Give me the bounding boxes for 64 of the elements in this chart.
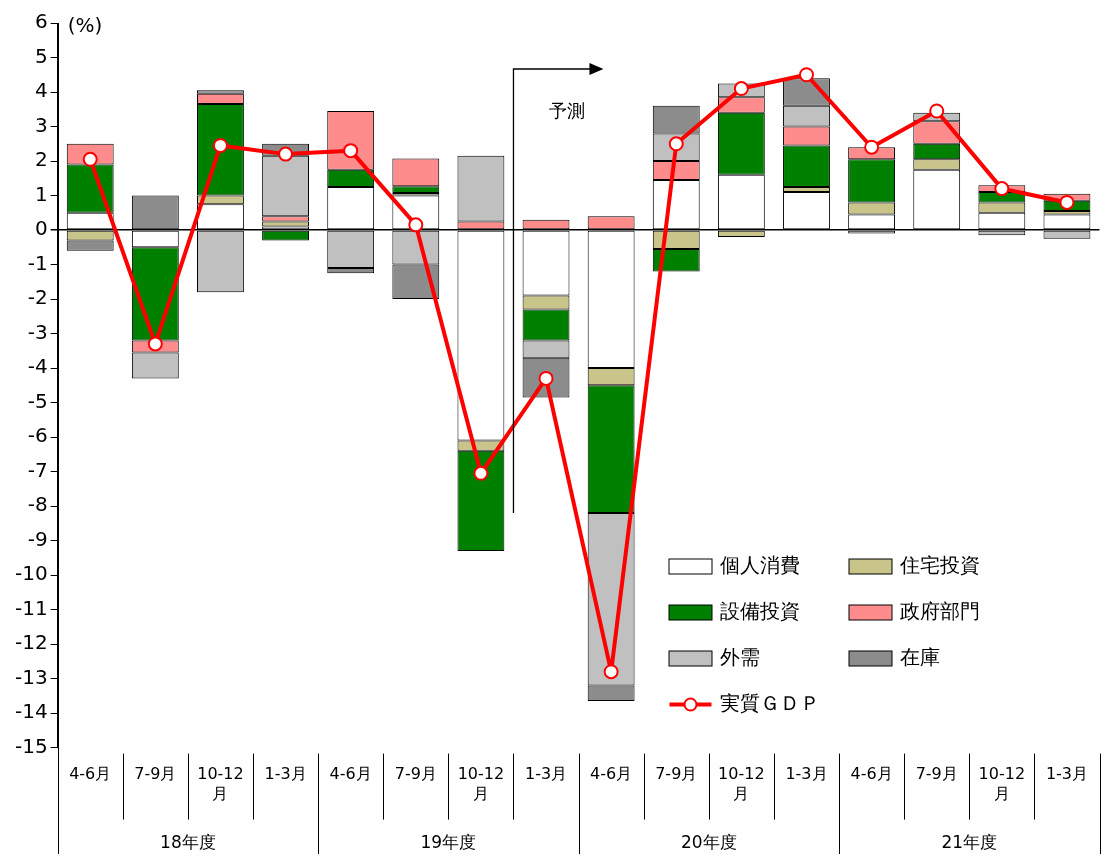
x-tick-label: 4-6月 bbox=[69, 764, 112, 784]
annotation: 予測 bbox=[549, 99, 586, 123]
y-axis-title: (%) bbox=[67, 13, 103, 38]
point bbox=[408, 217, 424, 233]
legend-label: 実質ＧＤＰ bbox=[719, 690, 820, 715]
x-tick-label: 10-12月 bbox=[197, 764, 244, 803]
y-tick-label: 1 bbox=[34, 181, 48, 206]
y-tick-label: -3 bbox=[27, 319, 48, 344]
point bbox=[212, 137, 228, 153]
x-tick-label: 7-9月 bbox=[134, 764, 177, 784]
text: 20年度 bbox=[680, 832, 737, 853]
y-tick-label: 5 bbox=[34, 43, 48, 68]
x-tick-label: 1-3月 bbox=[264, 764, 307, 784]
y-tick-label: 3 bbox=[34, 112, 48, 137]
x-tick-label: 1-3月 bbox=[785, 764, 828, 784]
y-tick-label: -2 bbox=[27, 285, 48, 310]
x-tick-label: 10-12月 bbox=[457, 764, 505, 803]
y-tick-label: 2 bbox=[34, 147, 48, 172]
legend-label: 設備投資 bbox=[719, 598, 800, 623]
y-tick-label: 6 bbox=[34, 9, 48, 34]
point bbox=[798, 67, 814, 83]
y-tick-label: -8 bbox=[27, 492, 48, 517]
y-tick-label: -11 bbox=[14, 595, 48, 620]
x-tick-label: 7-9月 bbox=[915, 764, 958, 784]
point bbox=[1059, 194, 1075, 210]
y-tick-label: -9 bbox=[27, 526, 48, 551]
point bbox=[864, 139, 880, 155]
x-tick-label: 1-3月 bbox=[524, 764, 568, 784]
y-tick-label: -5 bbox=[27, 388, 48, 413]
legend-label: 個人消費 bbox=[719, 552, 800, 577]
point bbox=[733, 81, 749, 97]
point bbox=[278, 146, 294, 162]
y-tick-label: -10 bbox=[14, 561, 48, 586]
point bbox=[147, 336, 163, 352]
point bbox=[929, 103, 945, 119]
y-tick-label: -1 bbox=[27, 250, 48, 275]
x-tick-label: 10-12月 bbox=[978, 764, 1026, 803]
y-tick-label: -4 bbox=[27, 354, 48, 379]
x-tick-label: 7-9月 bbox=[394, 764, 437, 784]
x-tick-label: 4-6月 bbox=[329, 764, 372, 784]
y-tick-label: -7 bbox=[27, 457, 48, 482]
x-tick-label: 7-9月 bbox=[655, 764, 698, 784]
point bbox=[603, 664, 619, 680]
legend-label: 住宅投資 bbox=[898, 552, 980, 577]
y-tick-label: -14 bbox=[14, 699, 48, 724]
y-tick-label: 0 bbox=[34, 216, 48, 241]
text: 19年度 bbox=[420, 832, 477, 853]
point bbox=[994, 181, 1010, 197]
text: 21年度 bbox=[941, 832, 998, 853]
x-tick-label: 10-12月 bbox=[718, 764, 765, 803]
x-tick-label: 1-3月 bbox=[1045, 764, 1089, 784]
y-tick-label: -6 bbox=[27, 423, 48, 448]
legend-label: 在庫 bbox=[899, 644, 940, 669]
y-tick-label: 4 bbox=[34, 78, 48, 103]
legend-label: 政府部門 bbox=[899, 598, 980, 623]
legend-label: 外需 bbox=[719, 644, 760, 669]
x-tick-label: 4-6月 bbox=[850, 764, 893, 784]
text: 18年度 bbox=[160, 832, 216, 853]
point bbox=[343, 143, 359, 159]
y-tick-label: -15 bbox=[14, 733, 48, 758]
point bbox=[473, 465, 489, 481]
x-tick-label: 4-6月 bbox=[590, 764, 633, 784]
y-tick-label: -13 bbox=[14, 664, 48, 689]
y-tick-label: -12 bbox=[14, 630, 48, 655]
